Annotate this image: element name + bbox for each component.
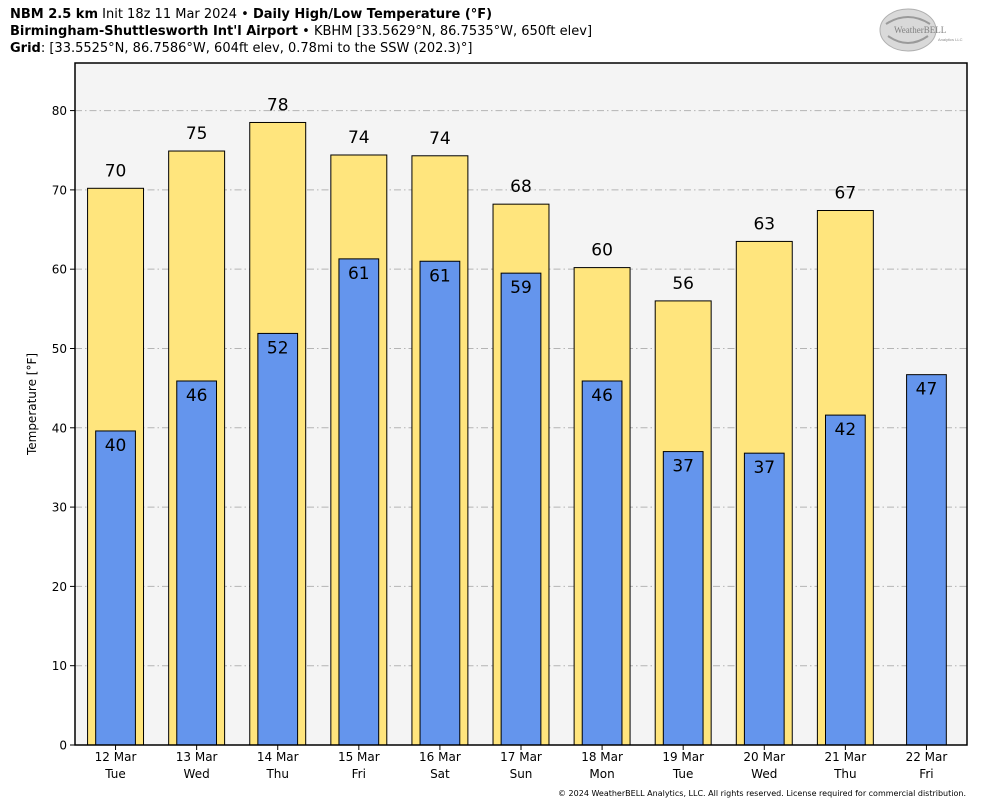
x-tick-date: 22 Mar bbox=[906, 750, 948, 764]
separator: • bbox=[241, 7, 249, 22]
low-temp-label: 42 bbox=[835, 420, 857, 440]
x-tick-date: 12 Mar bbox=[95, 750, 137, 764]
low-temp-bar bbox=[419, 260, 461, 746]
high-temp-label: 56 bbox=[672, 274, 694, 294]
y-tick-label: 80 bbox=[52, 104, 67, 118]
station-details: KBHM [33.5629°N, 86.7535°W, 650ft elev] bbox=[313, 24, 593, 39]
x-tick-date: 13 Mar bbox=[176, 750, 218, 764]
low-temp-bar bbox=[500, 272, 542, 746]
high-temp-label: 60 bbox=[591, 241, 613, 261]
low-temp-label: 46 bbox=[186, 386, 208, 406]
y-tick-label: 10 bbox=[52, 659, 67, 673]
low-temp-label: 37 bbox=[672, 457, 694, 477]
product-name: Daily High/Low Temperature (°F) bbox=[252, 7, 493, 22]
y-tick-label: 30 bbox=[52, 501, 67, 515]
x-tick-day: Wed bbox=[184, 767, 210, 781]
x-tick-day: Tue bbox=[672, 767, 694, 781]
high-temp-label: 70 bbox=[105, 161, 127, 181]
x-tick-day: Sat bbox=[430, 767, 450, 781]
low-temp-bar bbox=[338, 258, 380, 746]
station-name: Birmingham-Shuttlesworth Int'l Airport bbox=[10, 24, 299, 39]
low-temp-label: 40 bbox=[105, 436, 127, 456]
high-temp-label: 75 bbox=[186, 124, 208, 144]
low-temp-label: 37 bbox=[753, 458, 775, 478]
y-axis-label: Temperature [°F] bbox=[25, 353, 39, 456]
low-temp-label: 59 bbox=[510, 278, 532, 298]
high-temp-label: 74 bbox=[348, 128, 370, 148]
weatherbell-logo: WeatherBELL Analytics LLC bbox=[879, 8, 963, 52]
separator: • bbox=[302, 24, 310, 39]
copyright-footer: © 2024 WeatherBELL Analytics, LLC. All r… bbox=[558, 789, 966, 798]
grid-line: Grid: [33.5525°N, 86.7586°W, 604ft elev,… bbox=[10, 40, 472, 57]
value-labels: 70 40 75 46 78 52 74 61 74 61 68 59 60 46 56 37 63 37 67 42… bbox=[105, 95, 938, 478]
low-temp-bar bbox=[743, 452, 785, 746]
axes: 0 10 20 30 40 50 60 70 80 12 Mar Tue 13 Mar Wed 14 Ma… bbox=[52, 104, 948, 781]
low-temp-label: 52 bbox=[267, 338, 289, 358]
low-temp-bar bbox=[176, 380, 218, 746]
station-line: Birmingham-Shuttlesworth Int'l Airport •… bbox=[10, 23, 592, 40]
grid-details: : [33.5525°N, 86.7586°W, 604ft elev, 0.7… bbox=[40, 41, 473, 56]
x-tick-date: 17 Mar bbox=[500, 750, 542, 764]
x-tick-date: 18 Mar bbox=[581, 750, 623, 764]
y-tick-label: 40 bbox=[52, 421, 67, 435]
x-tick-day: Sun bbox=[510, 767, 533, 781]
high-temp-label: 67 bbox=[835, 184, 857, 204]
low-temp-bar bbox=[95, 430, 136, 746]
low-temp-bar bbox=[581, 380, 623, 746]
x-tick-date: 16 Mar bbox=[419, 750, 461, 764]
low-temp-label: 46 bbox=[591, 386, 613, 406]
high-temp-label: 63 bbox=[753, 214, 775, 234]
x-tick-day: Tue bbox=[104, 767, 126, 781]
logo-subtext: Analytics LLC bbox=[938, 37, 963, 42]
low-temp-bar bbox=[906, 374, 947, 746]
logo-text: WeatherBELL bbox=[894, 25, 946, 35]
y-tick-label: 50 bbox=[52, 342, 67, 356]
high-temp-label: 74 bbox=[429, 129, 451, 149]
x-tick-date: 20 Mar bbox=[743, 750, 785, 764]
low-temp-label: 47 bbox=[916, 380, 938, 400]
y-tick-label: 70 bbox=[52, 183, 67, 197]
title-line: NBM 2.5 km Init 18z 11 Mar 2024 • Daily … bbox=[10, 6, 492, 23]
y-tick-label: 0 bbox=[59, 739, 67, 753]
grid-label: Grid bbox=[10, 41, 41, 56]
init-time: Init 18z 11 Mar 2024 bbox=[102, 7, 237, 22]
x-tick-day: Thu bbox=[833, 767, 857, 781]
x-tick-day: Fri bbox=[919, 767, 933, 781]
x-tick-day: Fri bbox=[352, 767, 366, 781]
x-tick-date: 15 Mar bbox=[338, 750, 380, 764]
x-tick-day: Mon bbox=[589, 767, 614, 781]
high-temp-label: 78 bbox=[267, 95, 289, 115]
x-tick-date: 19 Mar bbox=[662, 750, 704, 764]
low-temp-bar bbox=[824, 414, 866, 746]
y-tick-label: 20 bbox=[52, 580, 67, 594]
x-tick-date: 14 Mar bbox=[257, 750, 299, 764]
high-temp-label: 68 bbox=[510, 177, 532, 197]
low-temp-label: 61 bbox=[429, 266, 451, 286]
y-tick-label: 60 bbox=[52, 263, 67, 277]
x-tick-day: Wed bbox=[751, 767, 777, 781]
low-temp-bar bbox=[662, 451, 704, 746]
low-temp-bar bbox=[257, 332, 299, 746]
bars bbox=[87, 121, 947, 746]
low-temp-label: 61 bbox=[348, 264, 370, 284]
x-tick-date: 21 Mar bbox=[824, 750, 866, 764]
x-tick-day: Thu bbox=[265, 767, 289, 781]
model-name: NBM 2.5 km bbox=[10, 7, 98, 22]
